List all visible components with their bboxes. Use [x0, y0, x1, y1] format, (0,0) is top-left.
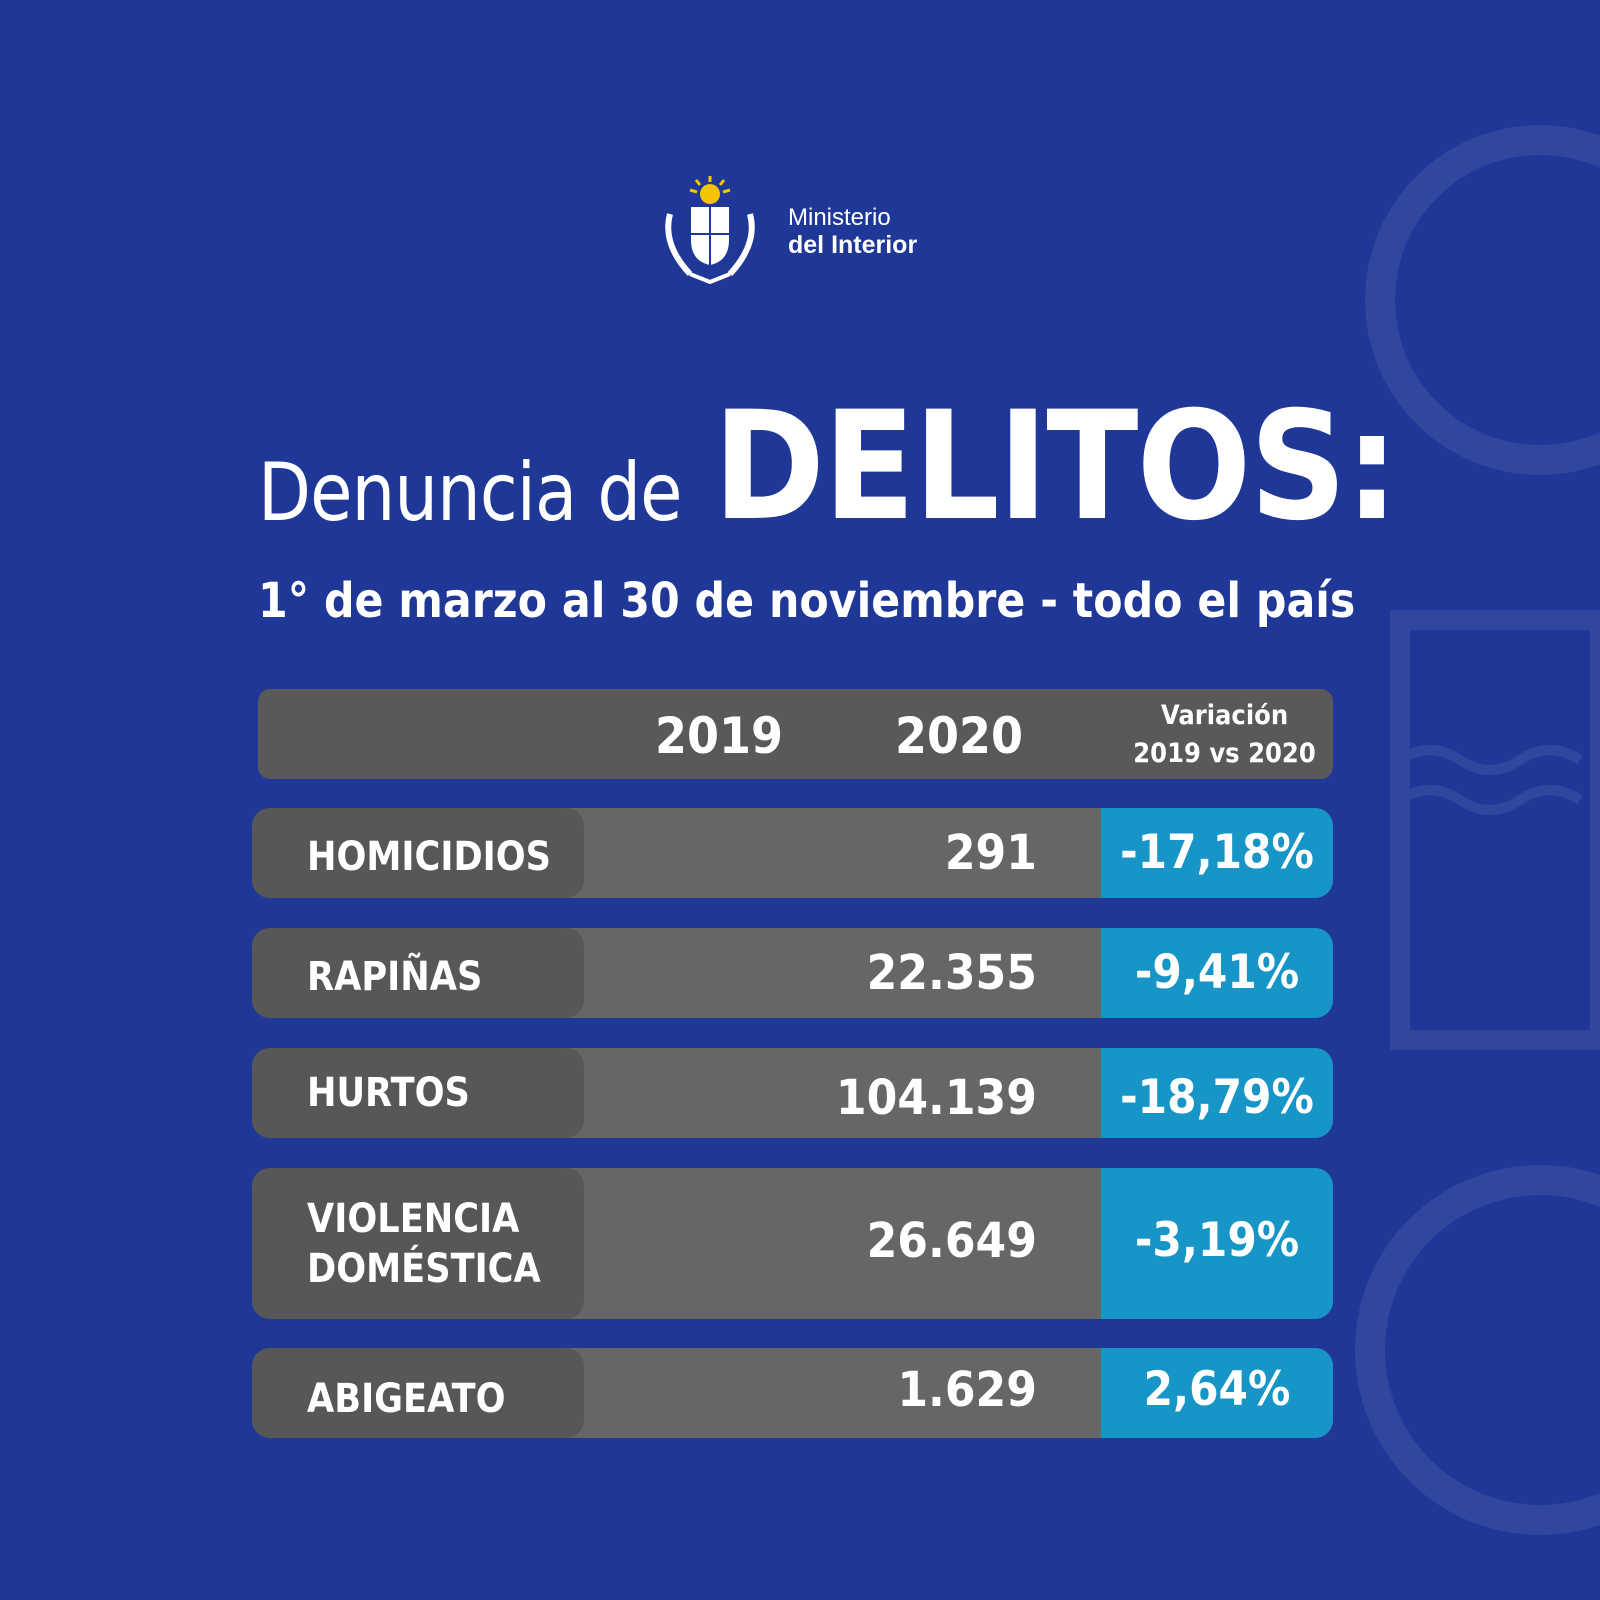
page-title: Denuncia de DELITOS: — [258, 392, 1399, 542]
table-row-rapinas: RAPIÑAS 22.355 20.251 -9,41% — [252, 928, 1333, 1018]
row-label-cell: VIOLENCIA DOMÉSTICA — [252, 1168, 584, 1319]
table-row-abigeato: ABIGEATO 1.629 1.672 2,64% — [252, 1348, 1333, 1438]
row-label: ABIGEATO — [307, 1376, 506, 1422]
row-label: RAPIÑAS — [307, 954, 483, 1000]
ministry-brand: Ministerio del Interior — [788, 204, 918, 260]
variation-value: -3,19% — [1134, 1213, 1300, 1268]
variation-cell: 2,64% — [1101, 1348, 1333, 1438]
variation-value: -9,41% — [1134, 945, 1300, 1000]
header-2019: 2019 — [654, 707, 783, 765]
row-label-line2: DOMÉSTICA — [307, 1246, 541, 1292]
row-label-cell: HURTOS — [252, 1048, 584, 1138]
row-label-cell: ABIGEATO — [252, 1348, 584, 1438]
header-variation: Variación 2019 vs 2020 — [1127, 697, 1322, 773]
table-row-violencia-domestica: VIOLENCIA DOMÉSTICA 26.649 25.800 -3,19% — [252, 1168, 1333, 1319]
brand-line-2: del Interior — [788, 231, 918, 259]
value-2019: 26.649 — [866, 1213, 1037, 1269]
title-main: DELITOS: — [713, 380, 1399, 554]
value-2019: 291 — [944, 825, 1037, 881]
variation-value: -18,79% — [1120, 1070, 1314, 1125]
table-header: 2019 2020 Variación 2019 vs 2020 — [258, 689, 1333, 779]
variation-value: 2,64% — [1143, 1362, 1291, 1417]
background-emblem-decoration — [1355, 125, 1600, 1535]
page-subtitle: 1° de marzo al 30 de noviembre - todo el… — [258, 573, 1356, 629]
header-variation-line2: 2019 vs 2020 — [1133, 738, 1316, 769]
row-label: HOMICIDIOS — [307, 834, 552, 880]
value-2019: 22.355 — [866, 945, 1037, 1001]
variation-value: -17,18% — [1120, 825, 1314, 880]
header-variation-line1: Variación — [1160, 700, 1289, 731]
value-2019: 1.629 — [897, 1362, 1037, 1418]
coat-of-arms-logo — [665, 176, 755, 284]
row-label-cell: HOMICIDIOS — [252, 808, 584, 898]
value-2019: 104.139 — [835, 1070, 1037, 1126]
header-2020: 2020 — [894, 707, 1023, 765]
title-prefix: Denuncia de — [258, 446, 682, 539]
table-row-hurtos: HURTOS 104.139 84.573 -18,79% — [252, 1048, 1333, 1138]
row-label-cell: RAPIÑAS — [252, 928, 584, 1018]
variation-cell: -18,79% — [1101, 1048, 1333, 1138]
row-label: HURTOS — [307, 1070, 470, 1116]
variation-cell: -17,18% — [1101, 808, 1333, 898]
table-row-homicidios: HOMICIDIOS 291 241 -17,18% — [252, 808, 1333, 898]
variation-cell: -3,19% — [1101, 1168, 1333, 1319]
variation-cell: -9,41% — [1101, 928, 1333, 1018]
brand-line-1: Ministerio — [788, 204, 891, 231]
row-label-line1: VIOLENCIA — [307, 1196, 520, 1242]
